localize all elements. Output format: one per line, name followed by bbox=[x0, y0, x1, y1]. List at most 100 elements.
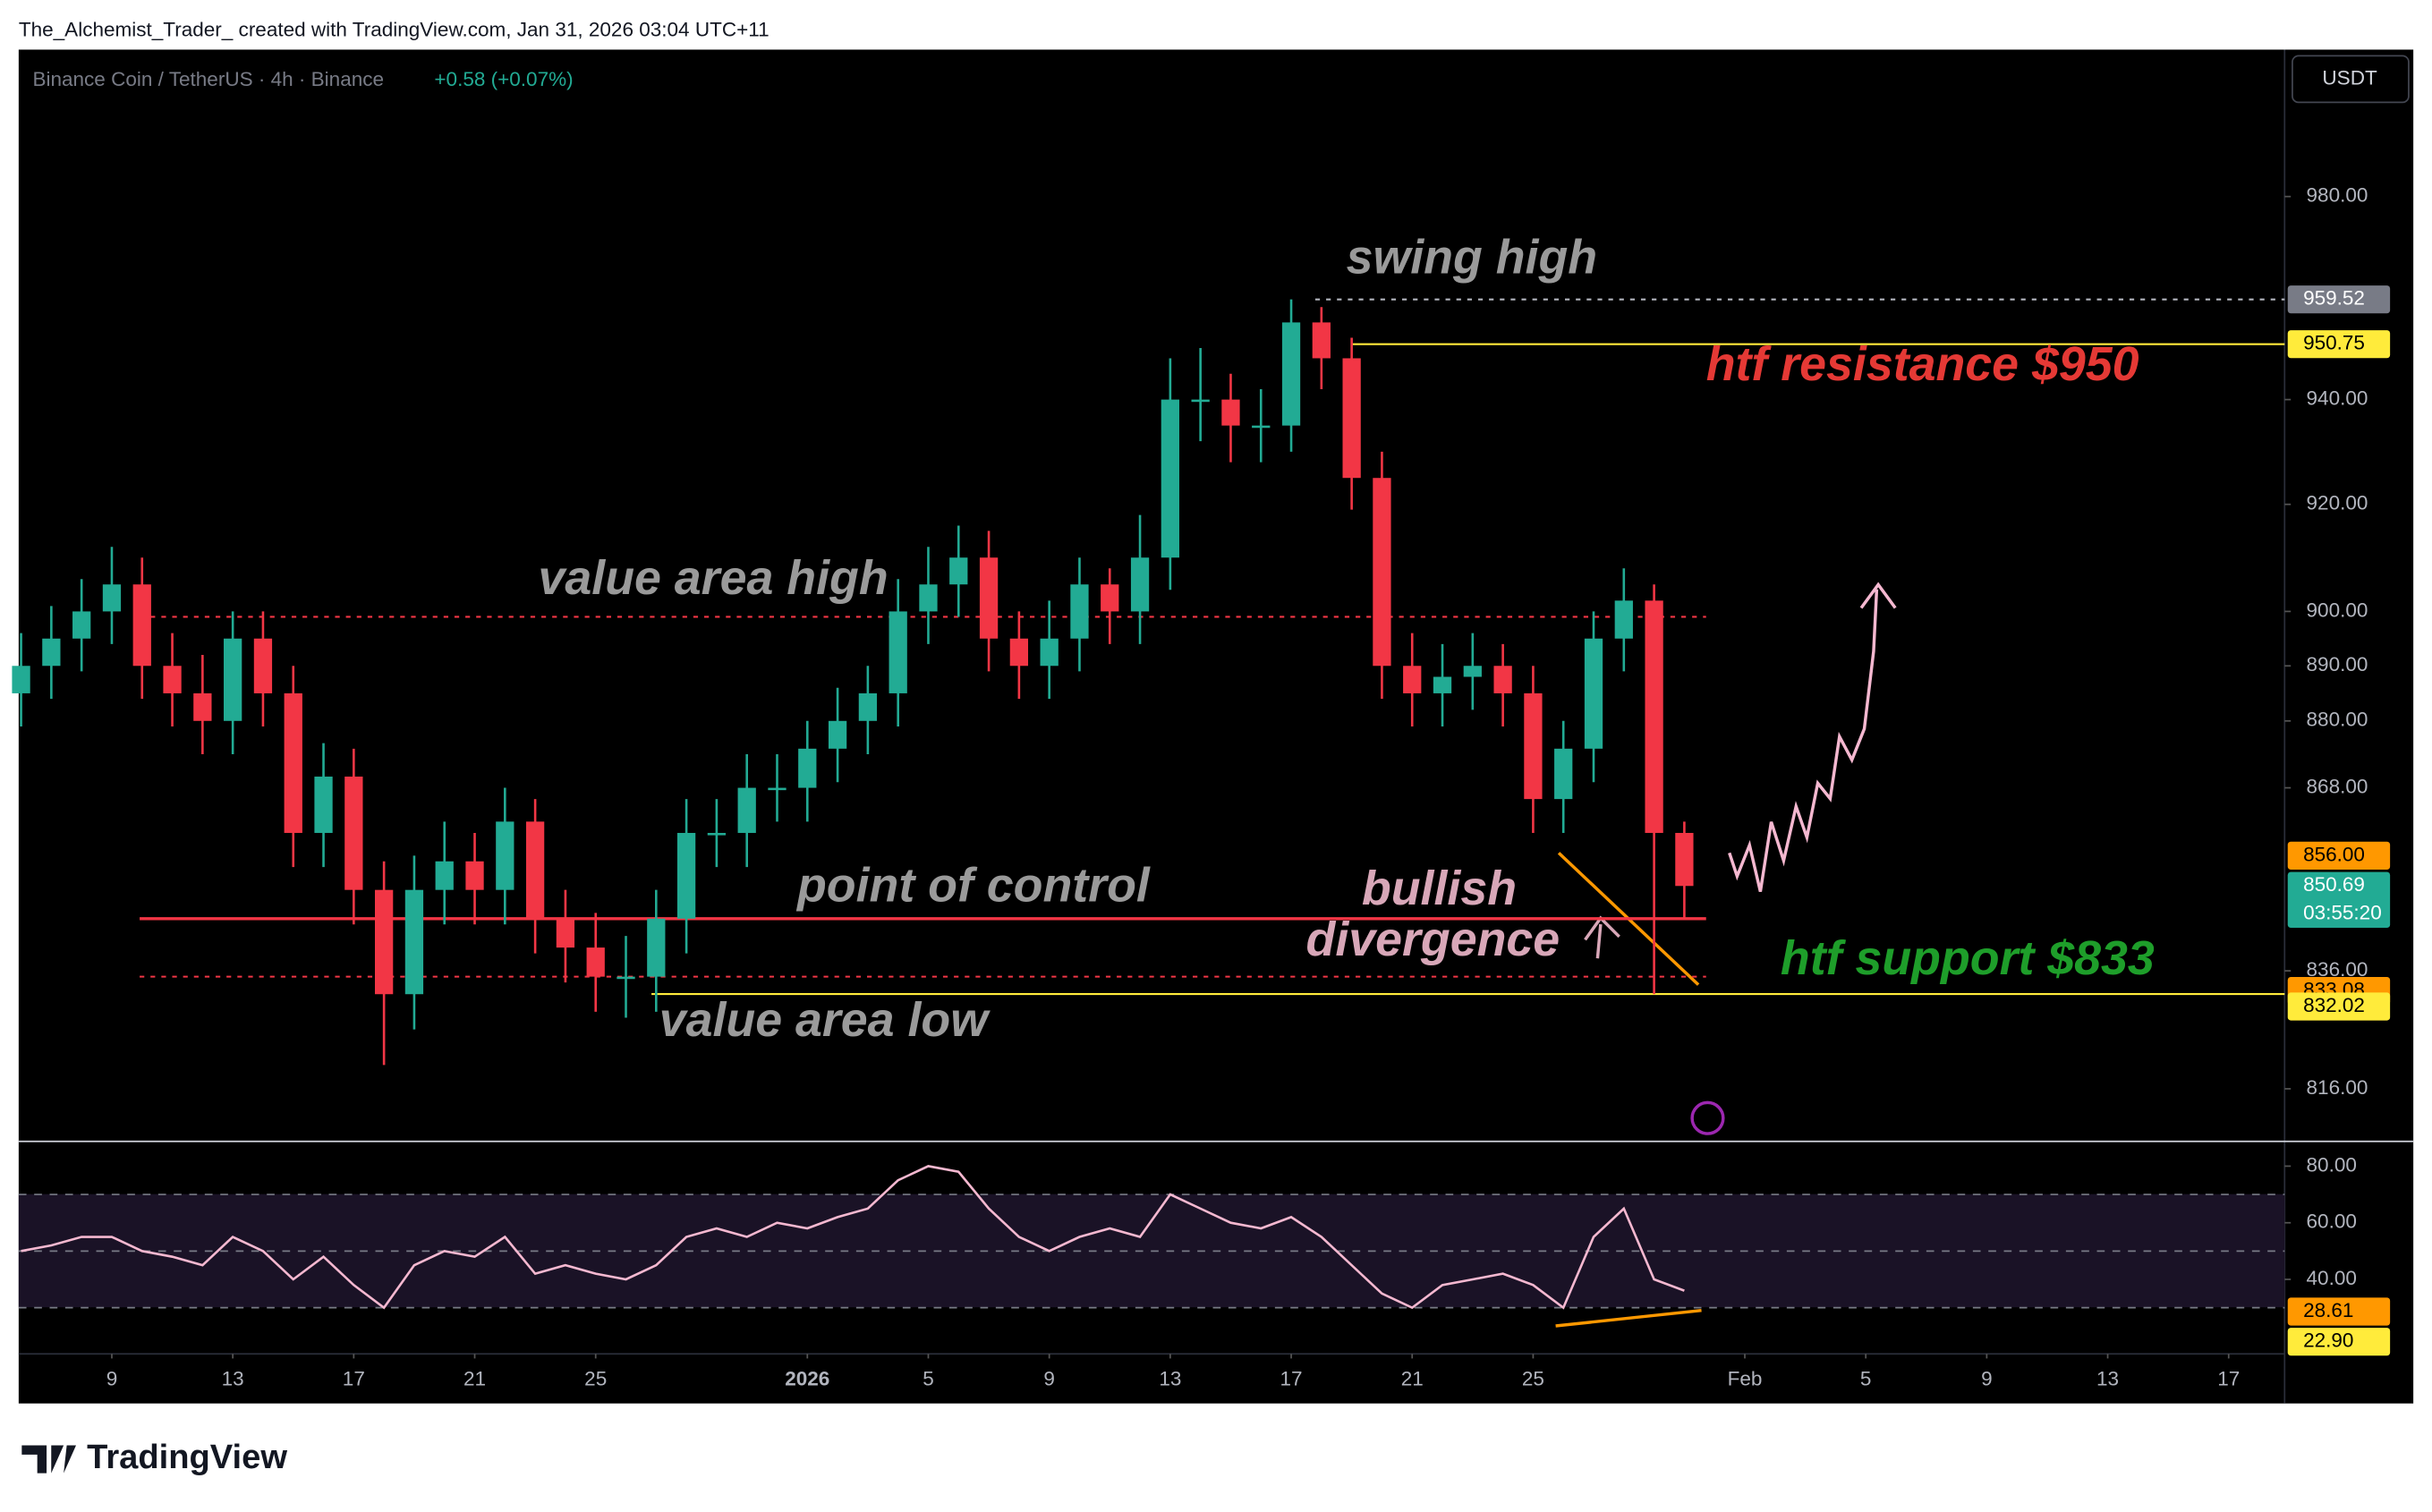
x-tick-label: 13 bbox=[222, 1368, 244, 1390]
annotation: bullish bbox=[1362, 862, 1517, 915]
chart-panel bbox=[18, 49, 2414, 1404]
x-tick-label: Feb bbox=[1728, 1368, 1763, 1390]
logo: TradingView bbox=[21, 1438, 287, 1476]
price-badge-label: 22.90 bbox=[2303, 1329, 2353, 1352]
x-tick-label: 21 bbox=[463, 1368, 486, 1390]
y-tick-label: 880.00 bbox=[2307, 709, 2368, 731]
x-tick-label: 5 bbox=[1860, 1368, 1872, 1390]
price-badge bbox=[2287, 841, 2391, 870]
y-tick-label: 868.00 bbox=[2307, 776, 2368, 798]
price-badge-label: 832.02 bbox=[2303, 994, 2365, 1016]
candle-body bbox=[1403, 666, 1422, 693]
candle-body bbox=[374, 889, 394, 995]
candle-body bbox=[1373, 478, 1391, 667]
candle-body bbox=[556, 918, 575, 948]
price-badge bbox=[2287, 992, 2391, 1021]
logo-text: TradingView bbox=[87, 1438, 287, 1476]
candle-body bbox=[889, 611, 907, 693]
x-tick-label: 17 bbox=[2217, 1368, 2240, 1390]
candle-body bbox=[707, 832, 727, 836]
candle-body bbox=[1130, 557, 1150, 612]
rsi-divergence-line bbox=[1555, 1308, 1702, 1328]
x-tick-label: 2026 bbox=[785, 1368, 829, 1390]
price-badge-label: 950.75 bbox=[2303, 332, 2365, 354]
candle-body bbox=[314, 777, 333, 833]
change: +0.58 (+0.07%) bbox=[434, 68, 573, 90]
price-badge bbox=[2287, 1297, 2391, 1326]
candle-body bbox=[496, 821, 514, 890]
candle-body bbox=[1101, 584, 1119, 612]
x-tick-label: 5 bbox=[923, 1368, 934, 1390]
candle-body bbox=[193, 692, 212, 721]
symbol: Binance Coin / TetherUS · 4h · Binance bbox=[32, 68, 384, 90]
rsi-tick-label: 40.00 bbox=[2307, 1267, 2357, 1289]
candle-body bbox=[1312, 322, 1331, 359]
y-tick-label: 940.00 bbox=[2307, 387, 2368, 410]
x-tick-label: 9 bbox=[1043, 1368, 1055, 1390]
currency-box[interactable] bbox=[2292, 55, 2410, 104]
candle-body bbox=[828, 720, 847, 749]
rsi-line bbox=[21, 1165, 1685, 1310]
y-tick-label: 920.00 bbox=[2307, 492, 2368, 514]
currency[interactable]: USDT bbox=[2322, 66, 2377, 89]
candle-body bbox=[676, 832, 696, 919]
candle-body bbox=[617, 976, 635, 980]
candle-body bbox=[102, 584, 122, 612]
y-tick-label: 900.00 bbox=[2307, 599, 2368, 621]
candle-body bbox=[1161, 399, 1179, 558]
candle-body bbox=[1584, 638, 1603, 749]
candle-body bbox=[1493, 666, 1512, 693]
candle-body bbox=[798, 748, 817, 788]
candle-body bbox=[1554, 748, 1573, 800]
candle-body bbox=[1645, 600, 1663, 833]
price-badge-label: 856.00 bbox=[2303, 843, 2365, 865]
candle-body bbox=[1433, 676, 1452, 693]
annotation: htf resistance $950 bbox=[1706, 337, 2139, 391]
y-tick-label: 890.00 bbox=[2307, 653, 2368, 675]
y-tick-label: 836.00 bbox=[2307, 958, 2368, 981]
candle-body bbox=[737, 787, 756, 833]
candle-body bbox=[1191, 399, 1210, 403]
candle-body bbox=[1675, 832, 1694, 887]
candle-body bbox=[586, 947, 605, 977]
price-badge bbox=[2287, 871, 2391, 929]
candle-body bbox=[768, 787, 787, 791]
price-badge-label: 959.52 bbox=[2303, 287, 2365, 310]
annotation: htf support $833 bbox=[1781, 931, 2155, 985]
rsi-tick-label: 80.00 bbox=[2307, 1153, 2357, 1176]
candle-body bbox=[1342, 358, 1361, 479]
candle-body bbox=[224, 638, 242, 721]
candle-body bbox=[284, 692, 302, 833]
candle-body bbox=[404, 889, 424, 995]
candle-body bbox=[949, 557, 968, 585]
candle-body bbox=[858, 692, 878, 721]
price-badge bbox=[2287, 1328, 2391, 1356]
price-badge bbox=[2287, 285, 2391, 314]
candle-body bbox=[1070, 584, 1089, 639]
y-tick-label: 816.00 bbox=[2307, 1076, 2368, 1099]
projection-arrow bbox=[1728, 582, 1897, 893]
price-badge bbox=[2287, 330, 2391, 359]
candle-body bbox=[12, 666, 30, 693]
candle-body bbox=[435, 861, 454, 890]
candle-body bbox=[253, 638, 273, 693]
rsi-tick-label: 60.00 bbox=[2307, 1210, 2357, 1233]
candle-body bbox=[1614, 600, 1633, 639]
candle-body bbox=[1463, 666, 1482, 677]
candle-body bbox=[42, 638, 61, 667]
x-tick-label: 21 bbox=[1401, 1368, 1424, 1390]
x-tick-label: 9 bbox=[1981, 1368, 1993, 1390]
alert-icon[interactable] bbox=[1690, 1100, 1725, 1135]
price-badge-label: 28.61 bbox=[2303, 1299, 2353, 1321]
candle-body bbox=[1281, 322, 1301, 426]
annotation: value area high bbox=[539, 551, 889, 605]
x-tick-label: 13 bbox=[2096, 1368, 2119, 1390]
candle-body bbox=[163, 666, 182, 693]
price-badge-label: 850.69 bbox=[2303, 873, 2365, 896]
candle-body bbox=[979, 557, 999, 639]
candle-body bbox=[1524, 692, 1543, 800]
annotation: point of control bbox=[795, 858, 1151, 912]
annotation: divergence bbox=[1306, 913, 1560, 966]
candle-body bbox=[525, 821, 545, 919]
